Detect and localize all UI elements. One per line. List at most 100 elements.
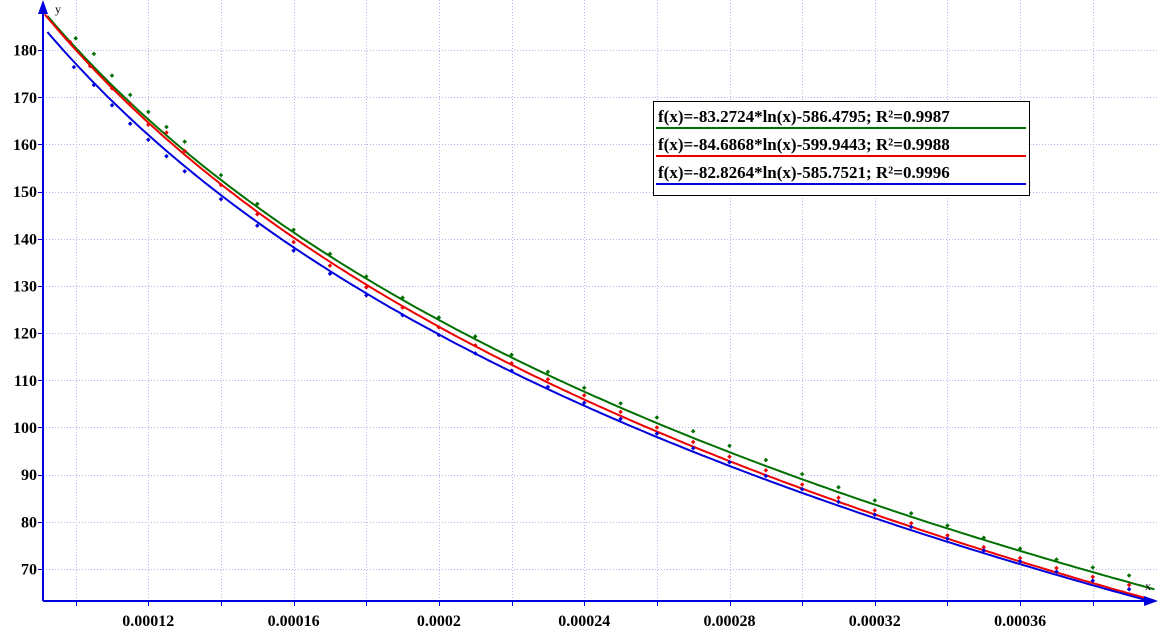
- x-tick-label-2: 0.0002: [417, 613, 461, 630]
- data-point-s2-8: [255, 223, 260, 228]
- data-point-s1-17: [581, 393, 587, 398]
- data-point-s2-23: [799, 486, 805, 492]
- data-point-s2-30: [1054, 569, 1059, 575]
- data-point-s0-23: [799, 471, 805, 477]
- data-point-s0-21: [727, 443, 732, 449]
- data-point-s2-24: [836, 499, 841, 505]
- y-tick-label-9: 160: [13, 137, 37, 154]
- fit-curve-1: [44, 13, 1155, 601]
- y-tick-label-11: 180: [13, 43, 37, 60]
- y-tick-label-7: 140: [13, 231, 37, 248]
- legend-entry-2: f(x)=-82.8264*ln(x)-585.7521; R²=0.9996: [658, 163, 950, 182]
- data-points: [67, 36, 1132, 592]
- data-point-s0-13: [436, 315, 442, 320]
- data-point-s0-3: [127, 92, 133, 98]
- data-point-s2-10: [327, 271, 333, 276]
- data-point-s0-14: [473, 334, 478, 339]
- data-point-s1-30: [1054, 565, 1059, 571]
- y-tick-label-0: 70: [21, 561, 37, 578]
- data-point-s0-4: [146, 109, 151, 115]
- fit-curves: [44, 13, 1155, 601]
- data-point-s2-27: [945, 536, 950, 541]
- data-point-s1-24: [836, 495, 841, 500]
- data-point-s1-32: [1126, 582, 1132, 588]
- data-point-s1-23: [799, 482, 805, 487]
- y-axis-label: y: [55, 2, 61, 16]
- data-point-s0-29: [1017, 546, 1023, 551]
- data-point-s2-3: [127, 121, 133, 126]
- data-point-s2-11: [364, 293, 369, 298]
- grid-lines: [43, 0, 1158, 601]
- data-point-s2-18: [618, 416, 623, 422]
- x-axis-label: x: [1145, 579, 1151, 593]
- data-point-s2-1: [91, 82, 97, 88]
- data-point-s2-19: [654, 431, 660, 436]
- data-point-s1-0: [67, 39, 73, 45]
- data-point-s0-32: [1126, 573, 1132, 578]
- data-point-s1-14: [473, 343, 478, 348]
- data-point-s1-11: [364, 285, 369, 290]
- data-point-s2-17: [581, 400, 587, 406]
- y-tick-label-6: 130: [13, 278, 37, 295]
- data-point-s0-26: [908, 511, 914, 516]
- data-point-s1-12: [400, 305, 405, 310]
- data-point-s0-6: [182, 139, 187, 144]
- data-point-s2-5: [164, 153, 169, 159]
- y-tick-label-4: 110: [14, 373, 37, 390]
- data-point-s2-16: [545, 384, 551, 390]
- data-point-s2-15: [509, 368, 514, 374]
- y-tick-label-1: 80: [21, 514, 37, 531]
- x-tick-labels: 0.00012 0.00016 0.0002 0.00024 0.00028 0.0003…: [122, 613, 1046, 630]
- data-point-s0-31: [1090, 565, 1096, 570]
- x-tick-label-4: 0.00028: [704, 613, 756, 630]
- x-tick-label-1: 0.00016: [268, 613, 320, 630]
- data-point-s0-7: [218, 172, 224, 178]
- data-point-s0-27: [945, 523, 950, 528]
- data-point-s2-28: [981, 548, 987, 553]
- data-point-s0-25: [872, 498, 878, 503]
- data-point-s0-2: [109, 73, 115, 78]
- data-point-s2-13: [436, 332, 442, 338]
- x-tick-label-5: 0.00032: [849, 613, 901, 630]
- data-point-s1-29: [1017, 555, 1023, 561]
- data-point-s1-18: [618, 409, 623, 415]
- data-point-s2-26: [908, 524, 914, 530]
- fit-curve-0: [46, 15, 1155, 591]
- data-point-s2-21: [727, 460, 732, 465]
- data-point-s1-20: [690, 439, 696, 445]
- data-point-s1-19: [654, 425, 660, 430]
- data-point-s0-28: [981, 535, 987, 541]
- data-point-s0-11: [364, 274, 369, 279]
- y-tick-label-2: 90: [21, 467, 37, 484]
- data-point-s0-30: [1054, 557, 1059, 562]
- data-point-s2-6: [182, 169, 187, 174]
- data-point-s0-22: [763, 457, 769, 463]
- data-point-s0-19: [654, 415, 660, 420]
- data-point-s0-15: [509, 352, 514, 358]
- data-point-s0-24: [836, 485, 841, 490]
- y-tick-label-8: 150: [13, 184, 37, 201]
- data-point-s2-32: [1126, 586, 1132, 592]
- data-point-s2-22: [763, 473, 769, 479]
- data-point-s1-13: [436, 325, 442, 330]
- data-point-s0-20: [690, 428, 696, 434]
- data-point-s0-0: [73, 36, 78, 41]
- y-tick-label-5: 120: [13, 326, 37, 343]
- data-point-s1-1: [87, 63, 93, 69]
- x-tick-label-6: 0.00036: [994, 613, 1046, 630]
- axes: [38, 0, 1158, 606]
- data-point-s2-12: [400, 312, 405, 318]
- fit-curve-2: [46, 31, 1154, 601]
- x-axis-arrow: [1144, 596, 1158, 606]
- data-point-s2-14: [473, 351, 478, 356]
- data-point-s0-18: [618, 401, 623, 406]
- legend-box: [653, 101, 1030, 196]
- x-tick-label-3: 0.00024: [558, 613, 610, 630]
- data-point-s0-16: [545, 369, 551, 375]
- data-point-s1-3: [127, 102, 133, 107]
- data-point-s1-26: [908, 520, 914, 526]
- y-tick-label-10: 170: [13, 90, 37, 107]
- y-axis-arrow: [38, 0, 48, 14]
- data-point-s1-10: [327, 263, 333, 268]
